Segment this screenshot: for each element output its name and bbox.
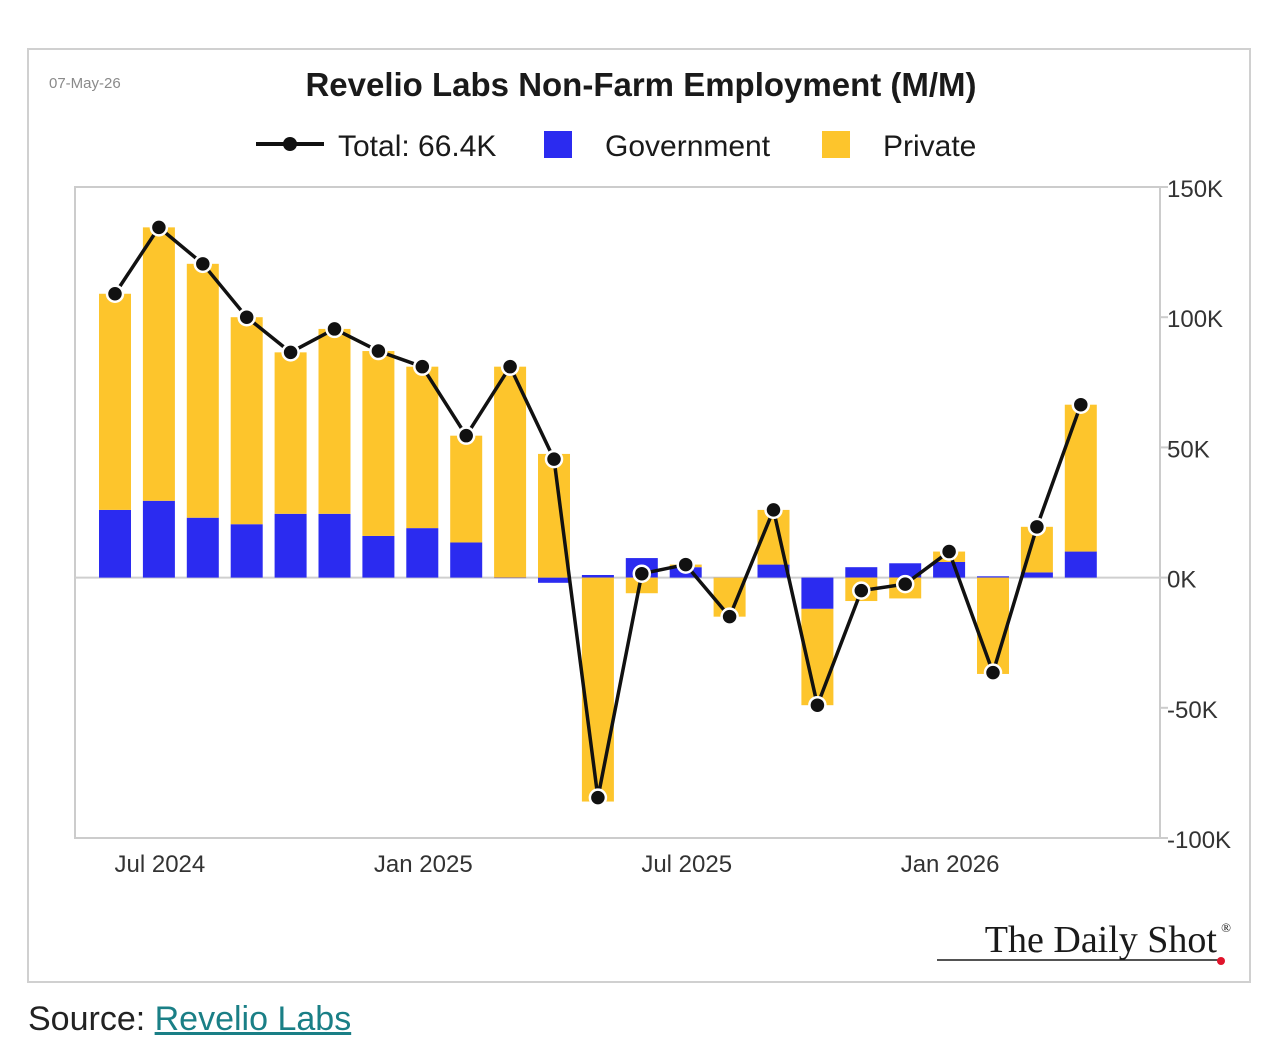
x-tick-label: Jul 2024 <box>115 851 206 878</box>
brand-dot-icon <box>1217 957 1225 965</box>
total-point <box>895 574 915 594</box>
bar-government <box>801 577 834 609</box>
total-point <box>1071 395 1091 414</box>
total-point <box>588 788 608 807</box>
bar-government <box>450 542 483 578</box>
bar-government <box>1064 551 1097 578</box>
bar-government <box>889 563 922 578</box>
total-point <box>983 663 1003 682</box>
legend-total-label: Total: 66.4K <box>338 130 496 163</box>
y-tick-label: -100K <box>1167 827 1231 854</box>
x-tick-label: Jan 2025 <box>374 851 473 878</box>
y-tick-label: 100K <box>1167 306 1223 333</box>
bar-government <box>142 500 175 578</box>
bar-private <box>494 366 527 578</box>
legend-government-label: Government <box>605 130 771 163</box>
source-line: Source: Revelio Labs <box>28 1000 351 1039</box>
total-point <box>808 695 827 715</box>
source-link[interactable]: Revelio Labs <box>154 1000 352 1038</box>
y-tick-label: -50K <box>1167 697 1218 724</box>
chart-svg: 07-May-26 Revelio Labs Non-Farm Employme… <box>49 66 1231 965</box>
brand-registered-mark: ® <box>1221 920 1231 935</box>
legend: Total: 66.4K Government Private <box>256 130 976 163</box>
bar-private <box>362 351 395 536</box>
legend-private-label: Private <box>883 130 976 163</box>
brand-logo-text: The Daily Shot <box>985 919 1218 961</box>
bar-private <box>1064 404 1097 552</box>
brand-logo: The Daily Shot ® <box>937 919 1231 965</box>
y-tick-label: 0K <box>1167 567 1196 594</box>
y-tick-label: 50K <box>1167 436 1210 463</box>
total-point <box>149 218 169 237</box>
total-line-group <box>105 218 1091 807</box>
total-point <box>632 564 652 583</box>
bar-government <box>274 513 307 578</box>
bars-group <box>99 227 1097 802</box>
bar-private <box>450 435 483 543</box>
bar-government <box>99 509 131 578</box>
total-point <box>325 319 344 339</box>
bar-government <box>757 564 790 578</box>
bar-government <box>933 561 966 578</box>
x-tick-label: Jan 2026 <box>901 851 1000 878</box>
bar-private <box>581 577 614 802</box>
bar-government <box>230 524 263 578</box>
bar-government <box>581 574 614 578</box>
plot-frame <box>74 186 1161 839</box>
bar-private <box>230 317 263 525</box>
source-prefix: Source: <box>28 1000 155 1038</box>
bar-private <box>142 227 175 501</box>
bar-private <box>406 366 439 529</box>
total-point <box>456 426 476 445</box>
bar-government <box>845 567 878 578</box>
bar-private <box>186 263 219 518</box>
total-point <box>237 307 256 327</box>
bar-private <box>977 577 1009 674</box>
total-point <box>720 607 739 626</box>
bar-government <box>318 513 351 578</box>
total-point <box>764 500 783 520</box>
bar-government <box>538 577 570 583</box>
total-point <box>413 357 432 376</box>
bar-private <box>274 352 307 514</box>
y-axis: 150K 100K 50K 0K -50K -100K <box>1160 176 1231 854</box>
bar-private <box>318 328 351 514</box>
y-tick-label: 150K <box>1167 176 1223 203</box>
chart-card: 07-May-26 Revelio Labs Non-Farm Employme… <box>27 48 1251 983</box>
total-point <box>676 555 695 574</box>
bar-government <box>406 528 439 578</box>
total-point <box>500 357 520 376</box>
total-point <box>852 581 871 600</box>
bar-private <box>538 453 570 578</box>
bar-private <box>625 577 658 594</box>
bar-government <box>977 576 1009 578</box>
date-stamp: 07-May-26 <box>49 75 121 92</box>
legend-total-marker-icon <box>283 137 297 151</box>
legend-private-swatch-icon <box>822 131 850 158</box>
bar-government <box>186 517 219 578</box>
bar-government <box>494 577 527 579</box>
total-point <box>105 284 125 304</box>
bar-private <box>99 293 131 510</box>
total-point <box>1027 517 1047 537</box>
total-point <box>369 341 388 361</box>
total-point <box>544 449 564 469</box>
total-point <box>193 254 213 274</box>
legend-government-swatch-icon <box>544 131 572 158</box>
x-axis: Jul 2024 Jan 2025 Jul 2025 Jan 2026 <box>115 851 1000 878</box>
bar-government <box>1020 572 1053 578</box>
chart-title: Revelio Labs Non-Farm Employment (M/M) <box>305 66 976 103</box>
total-point <box>281 343 300 362</box>
bar-government <box>362 535 395 578</box>
x-tick-label: Jul 2025 <box>641 851 732 878</box>
total-point <box>939 542 959 561</box>
